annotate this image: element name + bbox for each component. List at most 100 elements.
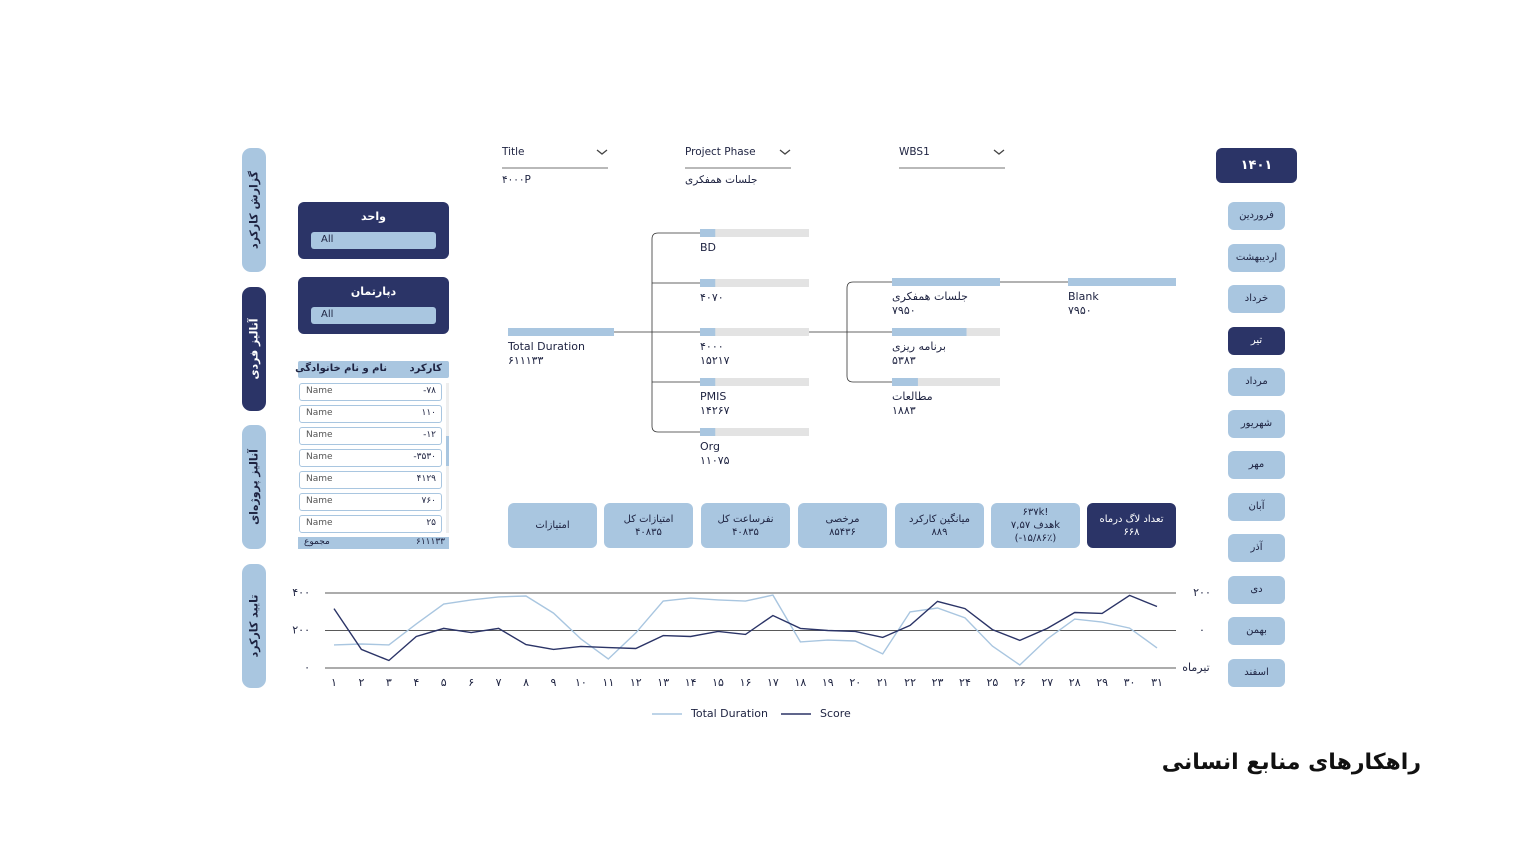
- kpi-card: تعداد لاگ درماه ۶۶۸: [1087, 503, 1176, 548]
- x-tick-label: ۲۷: [1041, 676, 1053, 689]
- filter-card: واحد All: [298, 202, 449, 259]
- tree-bar: [892, 278, 1000, 286]
- tree-value: ۶۱۱۱۳۳: [508, 354, 544, 367]
- sidebar-tab[interactable]: آنالیز پروژه‌ای: [242, 425, 266, 549]
- table-cell-value: ۴۱۲۹: [416, 474, 436, 484]
- kpi-text: نفرساعت کل: [717, 513, 774, 525]
- kpi-text: امتیازات: [535, 520, 570, 531]
- year-button[interactable]: ۱۴۰۱: [1216, 148, 1297, 183]
- x-tick-label: ۱۱: [602, 676, 614, 689]
- table-cell-value: ۱۱۰: [421, 408, 436, 418]
- sidebar-tab-label: تایید کارکرد: [247, 594, 261, 657]
- slicer-value: جلسات همفکری: [685, 174, 758, 186]
- kpi-text: تعداد لاگ درماه: [1099, 513, 1164, 525]
- table-cell-name: Name: [306, 430, 333, 440]
- x-tick-label: ۴: [413, 676, 419, 689]
- kpi-text: ۶۶۸: [1123, 526, 1140, 538]
- table-cell-value: -۷۸: [423, 386, 436, 396]
- tree-bar: [892, 378, 918, 386]
- series-line: [333, 594, 1158, 662]
- month-button[interactable]: آبان: [1228, 492, 1285, 521]
- month-button[interactable]: تیر: [1228, 326, 1285, 355]
- y2-tick-label: ۲۰۰: [1193, 586, 1211, 599]
- filter-dropdown[interactable]: All: [311, 307, 436, 324]
- x-tick-label: ۳: [386, 676, 392, 689]
- tree-value: ۷۹۵۰: [1068, 304, 1092, 317]
- month-button[interactable]: خرداد: [1228, 285, 1285, 313]
- month-button[interactable]: فروردین: [1228, 202, 1285, 230]
- table-cell-name: Name: [306, 386, 333, 396]
- x-tick-label: ۲۹: [1096, 676, 1108, 689]
- table-row: Name ۲۵: [299, 515, 442, 533]
- x-tick-label: ۲۳: [932, 676, 944, 689]
- table-cell-name: Name: [306, 452, 333, 462]
- x-tick-label: ۱۰: [575, 676, 587, 689]
- slicer-label[interactable]: Title: [502, 146, 525, 158]
- month-button[interactable]: مهر: [1228, 451, 1285, 479]
- kpi-text: (-۱۵/۸۶٪): [1014, 533, 1057, 544]
- tree-label: برنامه ریزی: [892, 340, 946, 353]
- tree-bar-bg: [892, 378, 1000, 386]
- month-button[interactable]: اسفند: [1228, 658, 1285, 687]
- x-tick-label: ۲۲: [904, 676, 916, 689]
- x-tick-label: ۳۰: [1124, 676, 1136, 689]
- slicer-value: ۴۰۰۰P: [502, 174, 531, 186]
- sidebar-tab[interactable]: گزارش کارکرد: [242, 148, 266, 272]
- tree-bar: [700, 229, 716, 237]
- month-button[interactable]: مرداد: [1228, 368, 1285, 396]
- tree-bar: [700, 428, 716, 436]
- tree-label: Org: [700, 440, 720, 453]
- table-row: Name -۳۵۳۰: [299, 449, 442, 467]
- y-tick-label: ۰: [304, 661, 310, 674]
- x-tick-label: ۱۷: [767, 676, 779, 689]
- tree-bar-bg: [700, 229, 809, 237]
- sidebar-tab[interactable]: تایید کارکرد: [242, 563, 266, 688]
- table-cell-name: Name: [306, 496, 333, 506]
- table-row: Name ۱۱۰: [299, 405, 442, 423]
- scrollbar-thumb: [446, 436, 449, 466]
- month-button[interactable]: اردیبهشت: [1228, 243, 1285, 272]
- chevron: [596, 149, 608, 155]
- x-tick-label: ۱۶: [740, 676, 752, 689]
- kpi-text: ۴۰۸۳۵: [635, 526, 662, 538]
- table-row: Name ۷۶۰: [299, 493, 442, 511]
- table-cell-name: Name: [306, 518, 333, 528]
- month-button[interactable]: بهمن: [1228, 617, 1285, 645]
- tree-bar: [700, 328, 716, 336]
- tree-bar-bg: [700, 428, 809, 436]
- month-button[interactable]: شهریور: [1228, 409, 1285, 438]
- x-tick-label: ۱۳: [657, 676, 669, 689]
- slicer-label[interactable]: WBS1: [899, 146, 930, 158]
- sidebar-tab-label: آنالیز پروژه‌ای: [247, 449, 261, 525]
- kpi-card: ۶۳۷k! هدف ۷,۵۷k (-۱۵/۸۶٪): [991, 503, 1080, 548]
- x-tick-label: ۱۵: [712, 676, 724, 689]
- month-button[interactable]: آذر: [1228, 534, 1285, 562]
- slicer-label[interactable]: Project Phase: [685, 146, 756, 158]
- tree-connector: [651, 232, 700, 433]
- table-row: Name ۴۱۲۹: [299, 471, 442, 489]
- y2-tick-label: ۰: [1199, 624, 1205, 637]
- x-tick-label: ۷: [496, 676, 502, 689]
- table-cell-value: ۷۶۰: [421, 496, 436, 506]
- table-row: Name -۷۸: [299, 383, 442, 401]
- tree-bar-bg: [700, 328, 809, 336]
- tree-label: ۴۰۰۰: [700, 340, 724, 353]
- filter-dropdown[interactable]: All: [311, 232, 436, 249]
- table-footer-value: ۶۱۱۱۳۳: [415, 537, 445, 547]
- month-button[interactable]: دی: [1228, 575, 1285, 604]
- table-header-cell: نام و نام خانوادگی: [295, 363, 387, 374]
- table-footer: مجموع ۶۱۱۱۳۳: [298, 537, 449, 549]
- x-tick-label: ۱۹: [822, 676, 834, 689]
- kpi-card: نفرساعت کل ۴۰۸۳۵: [701, 503, 790, 548]
- x-tick-label: ۱۸: [794, 676, 806, 689]
- sidebar-tab-label: آنالیز فردی: [247, 317, 261, 380]
- kpi-text: امتیازات کل: [623, 513, 674, 525]
- tree-value: ۱۱۰۷۵: [700, 454, 730, 467]
- x-tick-label: ۲۸: [1069, 676, 1081, 689]
- tree-label: Blank: [1068, 290, 1099, 303]
- tree-bar: [700, 279, 716, 287]
- tree-bar: [1068, 278, 1176, 286]
- kpi-text: مرخصی: [825, 513, 860, 525]
- tree-bar: [892, 328, 967, 336]
- sidebar-tab[interactable]: آنالیز فردی: [242, 286, 266, 411]
